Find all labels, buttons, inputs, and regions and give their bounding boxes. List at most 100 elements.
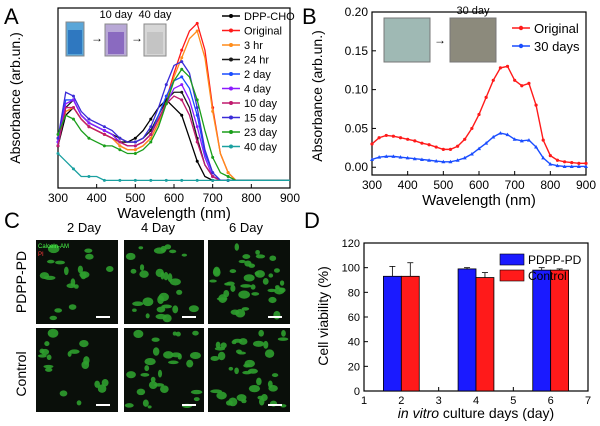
- legend-entry: 23 day: [244, 127, 278, 139]
- legend-marker: [229, 28, 233, 33]
- data-point: [441, 159, 446, 164]
- cell-blob: [228, 366, 234, 371]
- cell-blob: [152, 347, 160, 356]
- cell-blob: [273, 310, 281, 320]
- cell-blob: [69, 349, 80, 354]
- x-tick-label: 900: [280, 191, 300, 205]
- data-point: [87, 125, 91, 129]
- data-point: [164, 178, 168, 182]
- y-tick-label: 60: [348, 312, 360, 324]
- cell-blob: [231, 340, 237, 345]
- data-point: [195, 106, 199, 110]
- data-point: [164, 102, 168, 106]
- data-point: [133, 148, 137, 152]
- data-point: [87, 175, 91, 179]
- cell-blob: [94, 380, 100, 388]
- cell-blob: [248, 263, 256, 268]
- cell-blob: [278, 287, 286, 293]
- panel-d-chart: 0 20 40 60 80 100 120 1 2 3 4 5 6 7 in vitro culture…: [315, 238, 591, 421]
- data-point: [118, 148, 122, 152]
- cell-blob: [54, 308, 63, 313]
- cell-blob: [273, 268, 280, 273]
- cell-blob: [279, 280, 285, 286]
- y-tick-label: 0.00: [345, 160, 369, 174]
- data-point: [133, 136, 137, 140]
- data-point: [412, 156, 417, 161]
- y-tick-label: 0: [354, 386, 360, 398]
- data-point: [56, 136, 60, 140]
- cell-blob: [251, 292, 260, 296]
- cell-blob: [147, 405, 152, 409]
- cell-blob: [267, 380, 273, 388]
- data-point: [149, 178, 153, 182]
- data-point: [405, 155, 410, 160]
- data-point: [195, 98, 199, 102]
- y-tick-label: 120: [342, 238, 360, 250]
- data-point: [149, 125, 153, 129]
- cell-blob: [243, 274, 255, 282]
- data-point: [455, 158, 460, 162]
- cell-blob: [215, 341, 221, 349]
- data-point: [463, 137, 467, 141]
- x-tick-label: 500: [433, 178, 453, 192]
- cell-blob: [47, 244, 60, 254]
- cell-blob: [85, 253, 94, 260]
- x-tick-label: 400: [398, 178, 418, 192]
- data-point: [434, 159, 439, 163]
- data-point: [71, 106, 75, 110]
- data-point: [484, 141, 489, 145]
- panel-a-inset-photos: → → 10 day 40 day: [65, 9, 172, 57]
- data-point: [541, 155, 546, 160]
- vial-purple-liquid: [108, 32, 124, 54]
- cell-blob: [193, 397, 200, 402]
- cell-blob: [157, 369, 163, 378]
- cell-blob: [79, 271, 90, 279]
- cell-blob: [186, 359, 194, 368]
- data-point: [102, 129, 106, 133]
- col-label-4day: 4 Day: [141, 220, 175, 235]
- vial-clear-liquid: [147, 32, 163, 54]
- cell-blob: [153, 247, 166, 254]
- data-point: [484, 95, 488, 99]
- cell-blob: [192, 330, 199, 336]
- cell-blob: [240, 284, 252, 288]
- panel-b-xlabel: Wavelength (nm): [422, 192, 536, 209]
- cell-blob: [218, 294, 228, 303]
- cell-blob: [242, 254, 251, 260]
- arrow-icon: →: [131, 31, 143, 45]
- cell-blob: [241, 307, 250, 311]
- x-tick-label: 500: [125, 191, 145, 205]
- cell-blob: [247, 368, 258, 374]
- cell-blob: [254, 271, 260, 276]
- cell-blob: [66, 283, 76, 289]
- data-point: [133, 144, 137, 148]
- x-tick-label: 600: [164, 191, 184, 205]
- data-point: [195, 159, 199, 163]
- cell-blob: [172, 305, 179, 314]
- cell-blob: [248, 384, 261, 393]
- data-point: [456, 144, 460, 148]
- cell-blob: [188, 305, 199, 313]
- data-point: [477, 146, 481, 151]
- cell-blob: [142, 399, 149, 407]
- data-point: [149, 117, 153, 121]
- stain-label-calcein: Calcein-AM: [38, 244, 69, 250]
- legend-entry: 3 hr: [244, 40, 263, 52]
- cell-blob: [244, 359, 255, 368]
- x-tick-label: 900: [576, 178, 596, 192]
- cell-blob: [150, 376, 156, 383]
- data-point: [555, 163, 560, 168]
- data-point: [413, 139, 417, 143]
- data-point: [398, 136, 403, 140]
- data-point: [448, 159, 453, 164]
- legend-entry: 10 day: [244, 98, 278, 110]
- cell-blob: [271, 373, 279, 378]
- data-point: [527, 81, 531, 86]
- data-point: [180, 83, 184, 87]
- x-tick-label: 300: [362, 178, 382, 192]
- data-point: [180, 60, 184, 64]
- cell-blob: [41, 348, 50, 356]
- cell-blob: [281, 329, 286, 337]
- bar-pdpp-pd-4: [457, 268, 477, 392]
- cell-blob: [55, 260, 65, 265]
